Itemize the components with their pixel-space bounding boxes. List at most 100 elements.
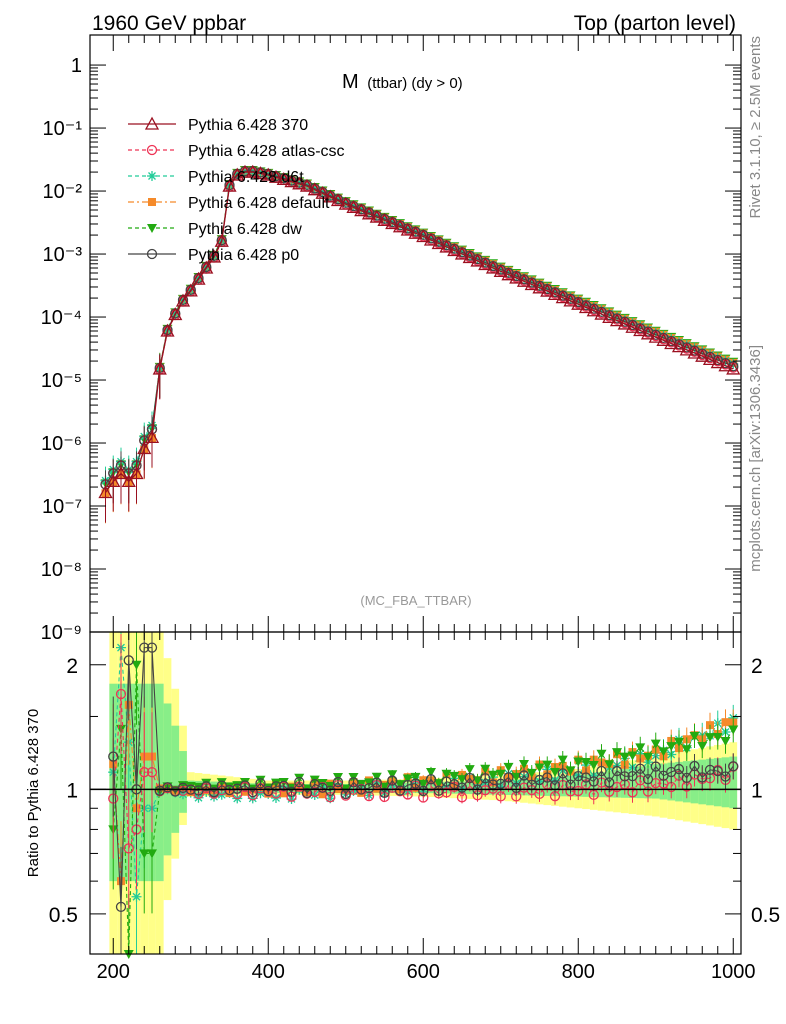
ratio-point [596,749,607,759]
main-point [431,236,446,250]
ratio-point [193,782,204,792]
ratio-point [464,765,475,775]
main-point [594,306,609,320]
legend-label: Pythia 6.428 default [188,195,330,212]
main-point [526,276,537,287]
ratio-point [619,752,630,762]
plot-title-sub: (ttbar) (dy > 0) [367,75,462,92]
main-series-layer [98,164,741,524]
main-point [495,263,506,274]
ratio-point [557,768,568,779]
main-point [627,318,638,329]
ratio-point [426,768,436,778]
ratio-point [139,642,150,653]
main-point [439,239,454,253]
ratio-ylabel: Ratio to Pythia 6.428 370 [25,709,42,877]
main-point [493,264,508,278]
ratio-point [689,760,700,772]
ratio-point [379,782,390,792]
main-point [555,290,570,304]
main-point [635,321,646,332]
main-point [307,182,322,196]
main-point [612,311,622,322]
main-point [369,209,384,223]
ratio-point [627,751,638,761]
main-point [625,319,640,333]
ratio-ytick-label: 2 [66,655,78,678]
ratio-point [402,774,413,784]
ratio-point [495,769,506,779]
ratio-point [611,765,623,777]
ratio-point [573,757,584,767]
ratio-point [216,780,227,791]
legend: Pythia 6.428 370 Pythia 6.428 atlas-csc Py… [128,116,345,264]
main-point [519,273,529,284]
legend-marker [146,248,158,260]
ratio-point [596,765,607,777]
ratio-point [348,777,359,788]
legend-marker [147,224,157,233]
main-point [679,342,694,356]
ratio-point [410,778,421,789]
ratio-point [263,785,274,797]
ratio-ytick-label-right: 2 [751,655,763,678]
main-point [596,305,607,316]
main-point [542,282,553,293]
ratio-point [418,785,429,797]
ratio-point [371,777,382,788]
main-point [563,293,578,307]
ratio-point [394,785,406,796]
main-point [648,329,663,343]
ratio-ytick-label-right: 0.5 [751,904,780,927]
ratio-point [224,782,235,792]
main-point [666,334,677,345]
main-point [681,340,692,351]
main-point [511,269,522,280]
main-ytick-label: 10⁻⁹ [41,622,82,644]
main-point [392,219,408,233]
ratio-point [425,774,437,785]
main-point [664,336,679,350]
main-point [633,323,648,337]
main-point [175,293,191,307]
main-ticks: 1 10⁻¹ 10⁻² 10⁻³ 10⁻⁴ 10⁻⁵ 10⁻⁶ 10⁻⁷ 10⁻⁸ 10⁻⁹ [41,35,741,644]
ratio-point [642,774,654,785]
main-point [557,289,568,300]
ratio-point [309,790,320,801]
plot-title: M (ttbar) (dy > 0) [342,71,463,93]
ratio-point [480,785,491,796]
main-point [113,466,129,480]
ratio-point [139,767,150,778]
ratio-point [480,773,491,784]
ratio-point [325,785,336,796]
main-point [586,303,601,317]
ratio-point [503,762,514,772]
ratio-point [604,760,615,770]
ratio-point [612,748,622,758]
ratio-point [178,789,188,800]
ratio-point [371,772,382,782]
ratio-point [681,745,692,755]
legend-label: Pythia 6.428 370 [188,117,308,134]
main-point [674,337,684,348]
ratio-point [364,778,374,788]
ratio-point [208,787,220,798]
ratio-point [712,765,723,777]
source-label: mcplots.cern.ch [arXiv:1306.3436] [747,345,764,572]
main-point [299,178,315,192]
ratio-point [286,783,297,793]
ratio-point [588,761,599,771]
ratio-point [309,786,320,798]
ratio-point [247,793,258,804]
ratio-point [387,770,398,780]
legend-marker [146,144,158,156]
main-ytick-label: 10⁻¹ [43,118,83,140]
main-point [462,250,477,264]
main-point [571,296,586,310]
ratio-point [255,775,266,785]
ratio-point [123,655,134,666]
main-point [361,206,377,220]
main-point [330,193,346,207]
ratio-point [721,718,730,727]
main-point [503,266,514,277]
